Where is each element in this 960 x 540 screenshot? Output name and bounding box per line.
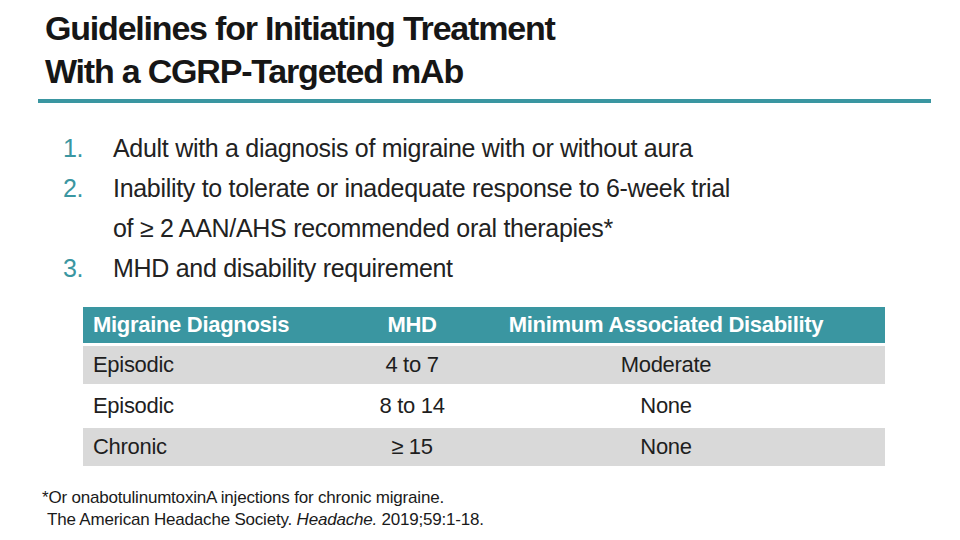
list-item-text: MHD and disability requirement bbox=[113, 248, 453, 288]
page-title-line-1: Guidelines for Initiating Treatment bbox=[45, 7, 555, 50]
table-cell-disability: Moderate bbox=[447, 345, 885, 386]
list-item: 1. Adult with a diagnosis of migraine wi… bbox=[63, 128, 913, 168]
column-header-mhd: MHD bbox=[377, 307, 447, 345]
list-item-number: 2. bbox=[63, 168, 113, 208]
list-item-text-line: Inability to tolerate or inadequate resp… bbox=[113, 168, 730, 208]
footnote-citation-pre: The American Headache Society. bbox=[47, 510, 297, 529]
criteria-table: Migraine Diagnosis MHD Minimum Associate… bbox=[83, 307, 885, 466]
table-cell-mhd: 8 to 14 bbox=[377, 386, 447, 427]
slide: Guidelines for Initiating Treatment With… bbox=[0, 0, 960, 540]
footnote-line-1: *Or onabotulinumtoxinA injections for ch… bbox=[42, 487, 484, 509]
column-header-migraine-diagnosis: Migraine Diagnosis bbox=[83, 307, 377, 345]
title-underline-rule bbox=[38, 99, 931, 103]
table-cell-mhd: ≥ 15 bbox=[377, 427, 447, 467]
list-item-text-line: Adult with a diagnosis of migraine with … bbox=[113, 128, 693, 168]
column-header-minimum-associated-disability: Minimum Associated Disability bbox=[447, 307, 885, 345]
journal-name-italic: Headache. bbox=[297, 510, 377, 529]
table-cell-diagnosis: Chronic bbox=[83, 427, 377, 467]
table-cell-disability: None bbox=[447, 386, 885, 427]
table-row: Chronic ≥ 15 None bbox=[83, 427, 885, 467]
list-item-number: 3. bbox=[63, 248, 113, 288]
footnotes: *Or onabotulinumtoxinA injections for ch… bbox=[42, 487, 484, 531]
criteria-list: 1. Adult with a diagnosis of migraine wi… bbox=[63, 128, 913, 288]
table-cell-disability: None bbox=[447, 427, 885, 467]
page-title-line-2: With a CGRP-Targeted mAb bbox=[45, 50, 555, 93]
footnote-line-2: The American Headache Society. Headache.… bbox=[42, 509, 484, 531]
list-item-text: Inability to tolerate or inadequate resp… bbox=[113, 168, 730, 248]
list-item-text: Adult with a diagnosis of migraine with … bbox=[113, 128, 693, 168]
page-title: Guidelines for Initiating Treatment With… bbox=[45, 7, 555, 93]
list-item-number: 1. bbox=[63, 128, 113, 168]
list-item: 2. Inability to tolerate or inadequate r… bbox=[63, 168, 913, 248]
table-cell-diagnosis: Episodic bbox=[83, 345, 377, 386]
list-item-text-line: MHD and disability requirement bbox=[113, 248, 453, 288]
table-cell-diagnosis: Episodic bbox=[83, 386, 377, 427]
list-item-text-line: of ≥ 2 AAN/AHS recommended oral therapie… bbox=[113, 208, 730, 248]
table-row: Episodic 8 to 14 None bbox=[83, 386, 885, 427]
footnote-citation-post: 2019;59:1-18. bbox=[377, 510, 484, 529]
table-cell-mhd: 4 to 7 bbox=[377, 345, 447, 386]
table-header-row: Migraine Diagnosis MHD Minimum Associate… bbox=[83, 307, 885, 345]
table-row: Episodic 4 to 7 Moderate bbox=[83, 345, 885, 386]
list-item: 3. MHD and disability requirement bbox=[63, 248, 913, 288]
